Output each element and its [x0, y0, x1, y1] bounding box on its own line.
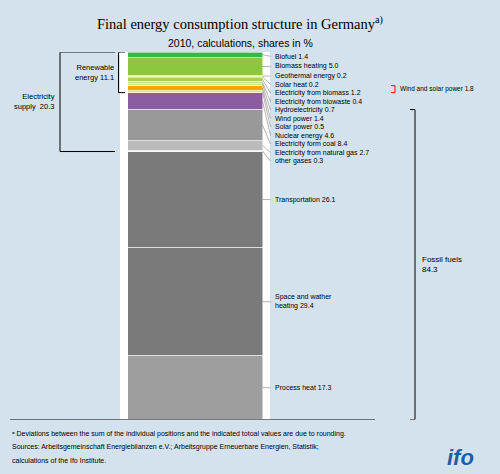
svg-text:Electricity from natural gas 2: Electricity from natural gas 2.7: [275, 149, 369, 157]
svg-text:2010, calculations, shares in: 2010, calculations, shares in %: [168, 37, 313, 49]
svg-text:ᵃ Deviations between the sum o: ᵃ Deviations between the sum of the indi…: [12, 430, 346, 438]
svg-text:calculations of the Ifo Instit: calculations of the Ifo Institute.: [12, 457, 106, 464]
svg-text:Fossil fuels84.3: Fossil fuels84.3: [422, 255, 462, 274]
svg-text:Renewableenergy 11.1: Renewableenergy 11.1: [75, 63, 114, 82]
svg-text:ifo: ifo: [447, 445, 474, 470]
svg-text:Solar power 0.5: Solar power 0.5: [275, 123, 324, 131]
svg-text:Wind power 1.4: Wind power 1.4: [275, 115, 324, 123]
svg-text:Solar heat 0.2: Solar heat 0.2: [275, 81, 319, 88]
svg-text:Biofuel 1.4: Biofuel 1.4: [275, 53, 308, 60]
svg-text:Electricity from biowaste 0.4: Electricity from biowaste 0.4: [275, 98, 362, 106]
svg-text:Nuclear energy 4.6: Nuclear energy 4.6: [275, 132, 334, 140]
svg-text:Process heat 17.3: Process heat 17.3: [275, 384, 332, 391]
svg-text:Hydroelectricity 0.7: Hydroelectricity 0.7: [275, 106, 335, 114]
svg-text:Geothermal energy 0.2: Geothermal energy 0.2: [275, 72, 347, 80]
svg-text:Electricitysupply 20.3: Electricitysupply 20.3: [14, 92, 55, 111]
svg-text:Sources: Arbeitsgemeinschaft E: Sources: Arbeitsgemeinschaft Energiebila…: [12, 443, 319, 451]
svg-text:Final energy consumption struc: Final energy consumption structure in Ge…: [97, 14, 383, 32]
svg-text:Space and watherheating 29.4: Space and watherheating 29.4: [275, 293, 332, 310]
svg-text:Electricity form coal 8.4: Electricity form coal 8.4: [275, 140, 347, 148]
svg-text:Electricity from biomass 1.2: Electricity from biomass 1.2: [275, 89, 361, 97]
svg-text:other gases 0.3: other gases 0.3: [275, 157, 323, 165]
svg-text:Wind and solar power 1.8: Wind and solar power 1.8: [400, 85, 474, 93]
svg-text:Transportation 26.1: Transportation 26.1: [275, 196, 336, 204]
svg-text:Biomass heating 5.0: Biomass heating 5.0: [275, 62, 339, 70]
